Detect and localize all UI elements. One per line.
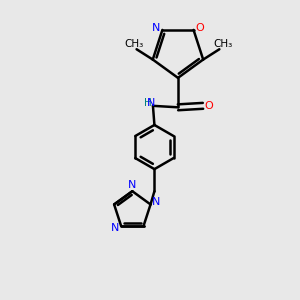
Text: O: O bbox=[204, 101, 213, 111]
Text: CH₃: CH₃ bbox=[124, 39, 143, 49]
Text: N: N bbox=[128, 180, 136, 190]
Text: N: N bbox=[152, 22, 160, 33]
Text: O: O bbox=[195, 23, 204, 33]
Text: N: N bbox=[152, 197, 160, 207]
Text: CH₃: CH₃ bbox=[213, 39, 232, 49]
Text: N: N bbox=[110, 223, 119, 233]
Text: N: N bbox=[147, 98, 156, 108]
Text: H: H bbox=[144, 98, 152, 108]
